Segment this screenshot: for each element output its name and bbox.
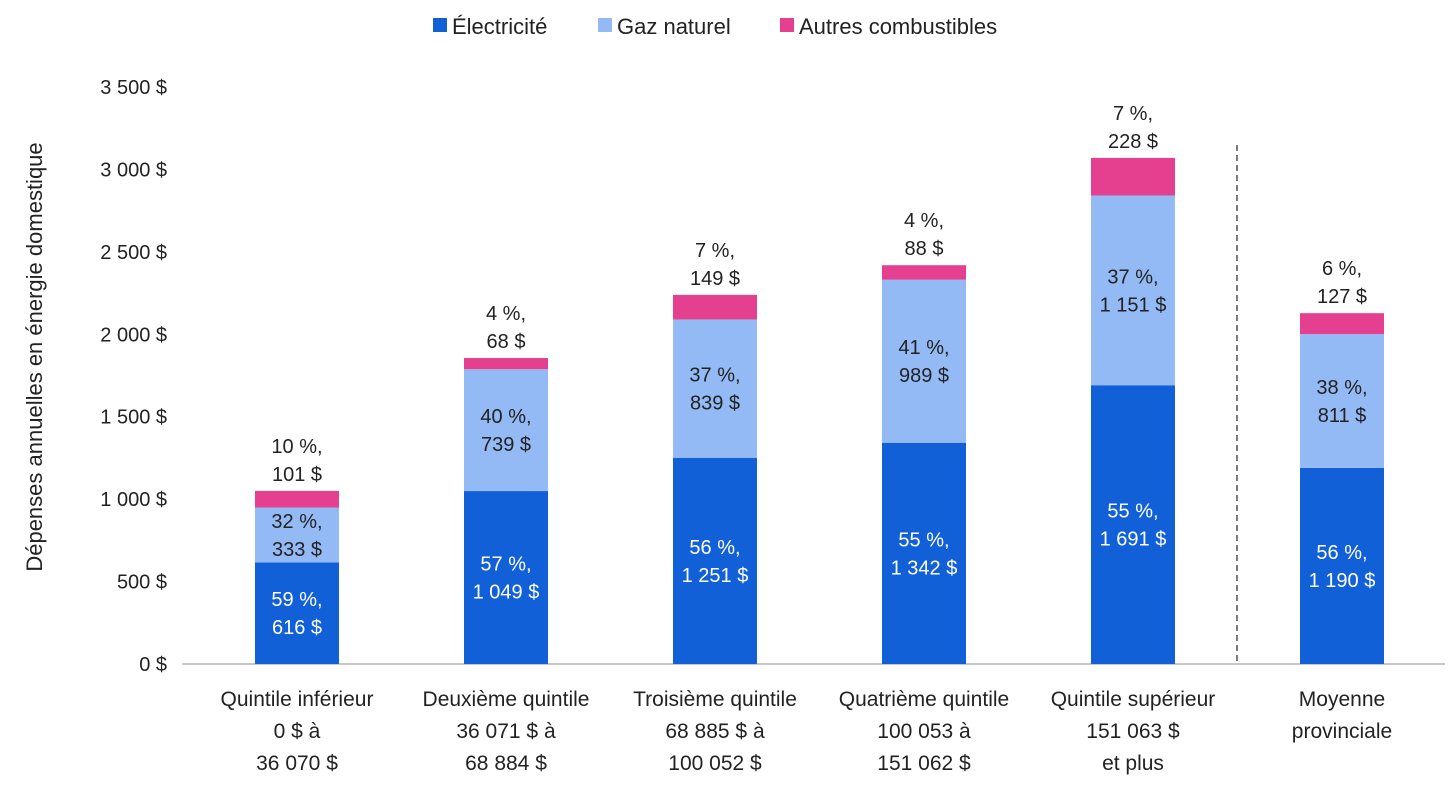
- data-label: 811 $: [1318, 405, 1367, 427]
- data-label: 38 %,: [1316, 377, 1367, 399]
- data-label: 228 $: [1108, 131, 1158, 153]
- category-label: 36 071 $ à: [456, 720, 556, 743]
- category-label: 151 062 $: [877, 752, 971, 775]
- category-label: 151 063 $: [1086, 720, 1180, 743]
- legend-swatch: [780, 18, 794, 32]
- y-axis-label: Dépenses annuelles en énergie domestique: [22, 142, 47, 571]
- legend-swatch: [598, 18, 612, 32]
- data-label: 7 %,: [1113, 103, 1153, 125]
- data-label: 1 342 $: [891, 557, 958, 579]
- bar-segment: [1300, 334, 1384, 468]
- y-tick-label: 1 000 $: [100, 489, 167, 511]
- category-label: provinciale: [1292, 720, 1392, 743]
- category-labels: Quintile inférieur 0 $ à 36 070 $ Deuxième …: [221, 688, 1393, 775]
- data-label: 989 $: [899, 365, 949, 387]
- data-label: 1 151 $: [1100, 294, 1167, 316]
- data-label: 68 $: [487, 331, 526, 353]
- data-label: 7 %,: [695, 240, 735, 262]
- data-label: 40 %,: [480, 406, 531, 428]
- bar-segment: [882, 265, 966, 280]
- bar-segment: [882, 279, 966, 443]
- category-label: 0 $ à: [274, 720, 321, 743]
- data-label: 32 %,: [271, 511, 322, 533]
- bar-segment: [1091, 385, 1175, 664]
- legend-label: Gaz naturel: [617, 14, 731, 39]
- category-label: Deuxième quintile: [423, 688, 590, 711]
- data-label: 37 %,: [1107, 266, 1158, 288]
- bar-segment: [1091, 157, 1175, 196]
- data-label: 56 %,: [689, 537, 740, 559]
- bar-segment: [673, 294, 757, 320]
- data-label: 1 049 $: [473, 582, 540, 604]
- category-label: 36 070 $: [256, 752, 338, 775]
- category-label: Quintile inférieur: [221, 688, 374, 711]
- data-label: 101 $: [272, 464, 322, 486]
- y-tick-label: 3 500 $: [100, 77, 167, 99]
- y-tick-label: 3 000 $: [100, 159, 167, 181]
- data-label: 57 %,: [480, 554, 531, 576]
- bar-segment: [464, 369, 548, 492]
- y-tick-label: 2 000 $: [100, 324, 167, 346]
- data-label: 4 %,: [486, 303, 526, 325]
- category-label: 100 053 à: [877, 720, 971, 743]
- bar-segment: [255, 507, 339, 563]
- data-label: 1 190 $: [1309, 570, 1376, 592]
- data-label: 127 $: [1317, 286, 1367, 308]
- bars-group: 59 %, 616 $ 32 %, 333 $ 10 %, 101 $ 57 %, 1 049…: [255, 103, 1384, 664]
- category-label: 68 885 $ à: [665, 720, 765, 743]
- y-axis-ticks: 0 $ 500 $ 1 000 $ 1 500 $ 2 000 $ 2 500 $ 3 00…: [100, 77, 167, 676]
- data-label: 37 %,: [689, 365, 740, 387]
- legend-label: Électricité: [452, 14, 547, 39]
- bar-segment: [673, 457, 757, 664]
- bar-segment: [1300, 467, 1384, 664]
- data-label: 56 %,: [1316, 542, 1367, 564]
- bar-segment: [464, 491, 548, 664]
- bar-segment: [255, 562, 339, 664]
- data-label: 59 %,: [271, 589, 322, 611]
- bar-segment: [464, 358, 548, 370]
- chart-legend: Électricité Gaz naturel Autres combustible…: [433, 14, 997, 39]
- data-label: 1 251 $: [682, 565, 749, 587]
- category-label: Troisième quintile: [633, 688, 797, 711]
- data-label: 839 $: [690, 393, 740, 415]
- data-label: 6 %,: [1322, 258, 1362, 280]
- bar-segment: [1091, 195, 1175, 386]
- y-tick-label: 1 500 $: [100, 407, 167, 429]
- y-tick-label: 2 500 $: [100, 242, 167, 264]
- legend-swatch: [433, 18, 447, 32]
- data-label: 149 $: [690, 268, 740, 290]
- category-label: Moyenne: [1299, 688, 1385, 711]
- category-label: et plus: [1102, 752, 1164, 775]
- data-label: 55 %,: [1107, 501, 1158, 523]
- data-label: 88 $: [905, 238, 944, 260]
- category-label: 100 052 $: [668, 752, 762, 775]
- category-label: Quintile supérieur: [1051, 688, 1216, 711]
- data-label: 4 %,: [904, 210, 944, 232]
- data-label: 10 %,: [271, 436, 322, 458]
- bar-segment: [1300, 313, 1384, 335]
- bar-segment: [882, 442, 966, 664]
- data-label: 333 $: [272, 539, 322, 561]
- legend-label: Autres combustibles: [799, 14, 997, 39]
- data-label: 616 $: [272, 617, 322, 639]
- category-label: 68 884 $: [465, 752, 547, 775]
- data-label: 1 691 $: [1100, 529, 1167, 551]
- category-label: Quatrième quintile: [839, 688, 1009, 711]
- data-label: 41 %,: [898, 337, 949, 359]
- bar-segment: [673, 319, 757, 458]
- bar-segment: [255, 490, 339, 508]
- y-tick-label: 0 $: [139, 654, 167, 676]
- y-tick-label: 500 $: [117, 572, 167, 594]
- data-label: 55 %,: [898, 529, 949, 551]
- data-label: 739 $: [481, 434, 531, 456]
